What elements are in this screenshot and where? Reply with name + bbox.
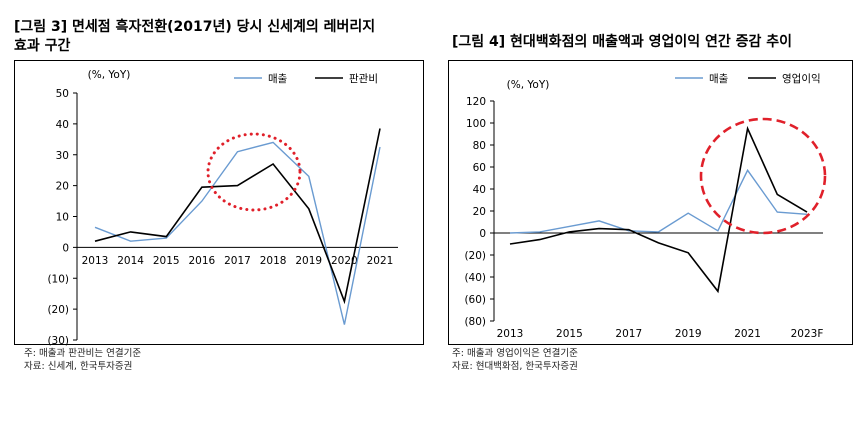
series-line-1 [509, 168, 808, 234]
y-tick-label: (20) [47, 304, 69, 316]
legend-label: 매출 [709, 73, 729, 85]
chart-panel-1: [그림 3] 면세점 흑자전환(2017년) 당시 신세계의 레버리지 효과 구… [0, 0, 428, 433]
x-tick-label: 2019 [295, 255, 322, 267]
unit-label: (%, YoY) [507, 79, 550, 91]
chart-title-2: [그림 4] 현대백화점의 매출액과 영업이익 연간 증감 추이 [452, 34, 793, 50]
y-tick-label: (40) [464, 272, 486, 284]
x-tick-label: 2015 [153, 255, 180, 267]
y-tick-label: 40 [56, 119, 69, 131]
x-tick-label: 2021 [734, 328, 761, 340]
x-tick-label: 2013 [82, 255, 109, 267]
y-tick-label: 80 [473, 140, 486, 152]
y-tick-label: (20) [464, 250, 486, 262]
series-line-2 [509, 125, 808, 294]
footnote-2: 주: 매출과 영업이익은 연결기준 [452, 348, 578, 359]
x-tick-label: 2020 [331, 255, 358, 267]
unit-label: (%, YoY) [88, 69, 131, 81]
x-tick-label: 2014 [117, 255, 144, 267]
y-tick-label: 20 [473, 206, 486, 218]
chart-title-1: [그림 3] 면세점 흑자전환(2017년) 당시 신세계의 레버리지 효과 구… [14, 18, 424, 56]
legend-label: 판관비 [349, 73, 378, 85]
highlight-ellipse [699, 117, 827, 235]
y-tick-label: 0 [479, 228, 486, 240]
legend-label: 매출 [268, 73, 288, 85]
series-line-1 [94, 141, 381, 325]
x-tick-label: 2018 [260, 255, 287, 267]
chart-title-1-line1: [그림 3] 면세점 흑자전환(2017년) 당시 신세계의 레버리지 [14, 19, 376, 35]
source-1: 자료: 신세계, 한국투자증권 [24, 361, 133, 372]
x-tick-label: 2017 [615, 328, 642, 340]
y-tick-label: 0 [62, 242, 69, 254]
footnote-1: 주: 매출과 판관비는 연결기준 [24, 348, 142, 359]
chart-frame-1 [14, 60, 424, 345]
x-tick-label: 2021 [367, 255, 394, 267]
chart-title-1-line2: 효과 구간 [14, 38, 71, 54]
source-2: 자료: 현대백화점, 한국투자증권 [452, 361, 578, 372]
y-tick-label: (60) [464, 294, 486, 306]
y-tick-label: 30 [56, 150, 69, 162]
y-tick-label: (80) [464, 316, 486, 328]
line-chart-2: (80) (60) (40) (20) 0 20 40 60 80 100 120 2013 2015 2… [464, 72, 827, 340]
y-tick-label: 20 [56, 181, 69, 193]
y-tick-label: 10 [56, 212, 69, 224]
y-tick-label: (10) [47, 273, 69, 285]
x-tick-label: 2023F [791, 328, 824, 340]
y-tick-label: 60 [473, 162, 486, 174]
y-tick-label: 50 [56, 88, 69, 100]
chart-frame-2 [448, 60, 853, 345]
x-tick-label: 2015 [556, 328, 583, 340]
line-chart-1: (30) (20) (10) 0 10 20 30 40 50 2013 2014 2015 2016 2… [47, 69, 398, 347]
y-tick-label: 40 [473, 184, 486, 196]
y-tick-label: 100 [466, 118, 486, 130]
series-line-2 [94, 128, 381, 305]
x-tick-label: 2016 [189, 255, 216, 267]
legend-label: 영업이익 [782, 72, 821, 85]
highlight-ellipse [206, 132, 302, 212]
x-tick-label: 2019 [675, 328, 702, 340]
x-tick-label: 2013 [497, 328, 524, 340]
y-tick-label: (30) [47, 335, 69, 347]
y-tick-label: 120 [466, 96, 486, 108]
x-tick-label: 2017 [224, 255, 251, 267]
chart-panel-2: [그림 4] 현대백화점의 매출액과 영업이익 연간 증감 추이 (80) (60… [428, 0, 857, 433]
